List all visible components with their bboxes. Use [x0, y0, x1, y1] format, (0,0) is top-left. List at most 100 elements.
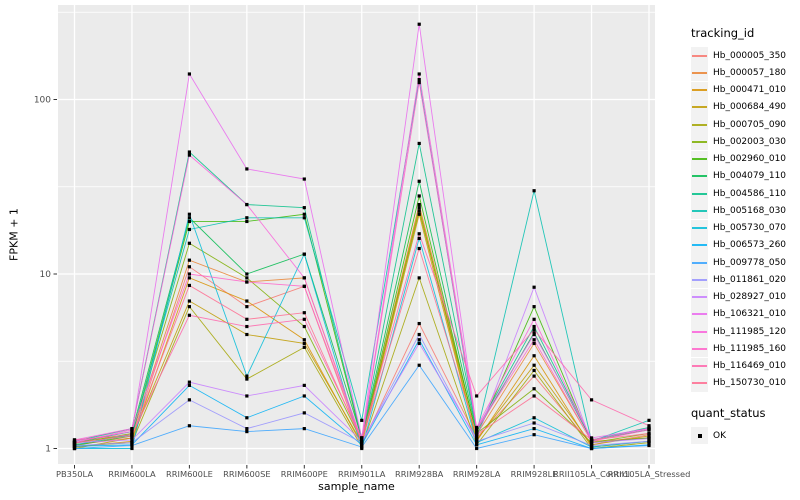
legend-item-Hb_005168_030: Hb_005168_030 [691, 202, 800, 220]
data-point [302, 252, 306, 256]
data-point [187, 227, 191, 232]
data-point [302, 411, 306, 415]
legend-swatch-line [692, 313, 707, 316]
legend-swatch-line [692, 71, 707, 74]
legend-item-Hb_005730_070: Hb_005730_070 [691, 219, 800, 237]
data-point [417, 232, 421, 236]
data-point [417, 276, 421, 280]
data-point [245, 202, 249, 207]
legend-key-swatch [691, 202, 708, 220]
data-point [130, 438, 134, 442]
x-tick-label: RRIM928LE [511, 469, 558, 479]
data-point [130, 428, 134, 432]
data-point [187, 276, 191, 280]
data-point [360, 445, 364, 449]
data-point [647, 443, 651, 448]
legend-title-tracking-id: tracking_id [691, 26, 755, 40]
legend-swatch-line [692, 123, 707, 126]
data-point [417, 212, 421, 216]
data-point [130, 429, 134, 434]
legend: tracking_id Hb_000005_350 Hb_000057_180 Hb… [691, 26, 800, 445]
y-tick-label: 1 [45, 445, 51, 455]
data-point [647, 434, 651, 438]
legend-key-swatch [691, 288, 708, 306]
data-point [532, 305, 536, 309]
data-point [187, 299, 191, 303]
data-point [360, 418, 364, 422]
data-point [532, 363, 536, 367]
data-point [360, 443, 364, 447]
data-point [417, 202, 421, 207]
data-point [532, 427, 536, 431]
data-point [417, 78, 421, 82]
data-point [417, 141, 421, 146]
data-point [532, 332, 536, 337]
data-point [532, 421, 536, 425]
data-point [302, 341, 306, 346]
legend-swatch-line [692, 347, 707, 350]
legend-item-Hb_011861_020: Hb_011861_020 [691, 271, 800, 289]
data-point [475, 436, 479, 441]
data-point [532, 338, 536, 342]
legend-items-quant-status: OK [691, 427, 800, 445]
legend-swatch-line [692, 365, 707, 368]
legend-swatch-line [692, 158, 707, 161]
data-point [130, 436, 134, 440]
legend-item-Hb_116469_010: Hb_116469_010 [691, 357, 800, 375]
data-point [302, 317, 306, 321]
legend-item-label: Hb_028927_010 [713, 292, 787, 303]
x-axis-title: sample_name [318, 480, 395, 493]
data-point [532, 331, 536, 335]
legend-swatch-line [692, 89, 707, 92]
data-point [647, 424, 651, 428]
legend-item-label: Hb_004079_110 [713, 171, 787, 182]
legend-item-label: Hb_000005_350 [713, 50, 787, 61]
legend-swatch-line [692, 330, 707, 333]
x-tick-label: RRII105LA_Stressed [608, 469, 691, 479]
data-point [245, 377, 249, 381]
black-square-point-icon [697, 433, 702, 438]
legend-key-swatch [691, 374, 708, 392]
data-point [302, 216, 306, 220]
legend-item-Hb_111985_160: Hb_111985_160 [691, 340, 800, 358]
legend-item-Hb_004079_110: Hb_004079_110 [691, 167, 800, 185]
legend-item-label: Hb_004586_110 [713, 188, 787, 199]
x-tick-label: PB350LA [56, 469, 93, 479]
legend-item-Hb_000684_490: Hb_000684_490 [691, 98, 800, 116]
data-point [245, 280, 249, 284]
legend-item-label: Hb_116469_010 [713, 361, 787, 372]
legend-key-swatch [691, 185, 708, 203]
legend-item-Hb_106321_010: Hb_106321_010 [691, 305, 800, 323]
legend-item-label: Hb_006573_260 [713, 240, 787, 251]
legend-items-tracking-id: Hb_000005_350 Hb_000057_180 Hb_000471_010 H… [691, 47, 800, 392]
data-point [187, 313, 191, 317]
data-point [187, 265, 191, 269]
legend-item-label: Hb_106321_010 [713, 309, 787, 320]
data-point [360, 439, 364, 443]
legend-item-label: Hb_111985_120 [713, 326, 787, 337]
data-point [532, 354, 536, 358]
data-point [302, 345, 306, 349]
data-point [130, 434, 134, 438]
data-point [187, 258, 191, 262]
legend-item-Hb_006573_260: Hb_006573_260 [691, 236, 800, 254]
legend-item-label: Hb_005730_070 [713, 223, 787, 234]
legend-item-Hb_000057_180: Hb_000057_180 [691, 64, 800, 82]
data-point [532, 394, 536, 398]
legend-item-label: OK [713, 430, 726, 441]
data-point [302, 276, 306, 280]
data-point [187, 424, 191, 428]
data-point [302, 394, 306, 398]
data-point [302, 427, 306, 431]
data-point [417, 236, 421, 240]
data-point [302, 324, 306, 329]
legend-item-label: Hb_002960_010 [713, 154, 787, 165]
legend-item-label: Hb_000705_090 [713, 119, 787, 130]
data-point [475, 439, 479, 443]
data-point [245, 394, 249, 398]
legend-item-Hb_009778_050: Hb_009778_050 [691, 254, 800, 272]
legend-key-swatch [691, 357, 708, 375]
data-point [589, 436, 594, 440]
x-tick-label: RRIM928BA [395, 469, 444, 479]
data-point [187, 272, 191, 276]
